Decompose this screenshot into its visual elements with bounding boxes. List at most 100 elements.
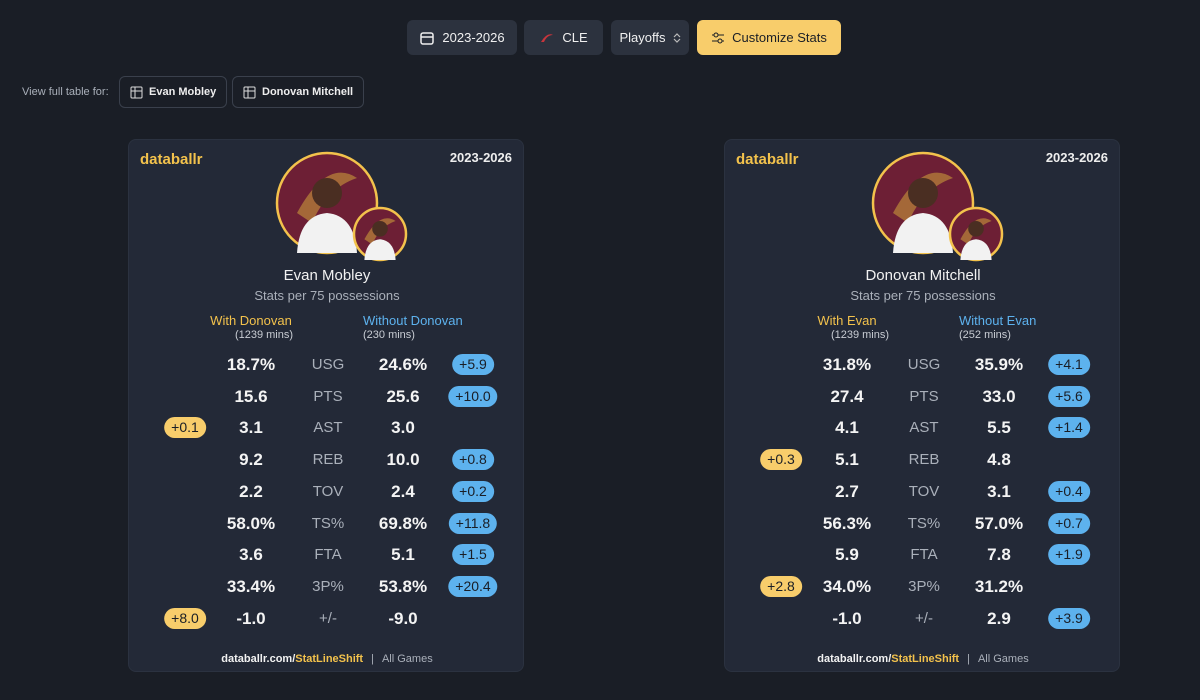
with-value: -1.0 — [236, 608, 266, 628]
without-value: 53.8% — [378, 576, 428, 596]
team-text: CLE — [562, 30, 588, 45]
with-mins: (1239 mins) — [234, 329, 294, 341]
without-value: 35.9% — [974, 355, 1024, 374]
stat-name: TS% — [311, 514, 345, 532]
without-value: 2.9 — [987, 608, 1011, 628]
sliders-icon — [712, 32, 725, 43]
with-mins: (1239 mins) — [830, 329, 890, 341]
team-button[interactable]: CLE — [524, 20, 603, 55]
without-value: 24.6% — [378, 355, 428, 374]
stat-name: AST — [909, 419, 939, 437]
table-icon — [243, 86, 256, 98]
stat-name: 3P% — [908, 577, 940, 595]
season: 2023-2026 — [1045, 150, 1108, 165]
with-value: 3.6 — [239, 545, 263, 565]
stat-name: +/- — [915, 609, 933, 627]
player-avatar — [871, 151, 975, 255]
season-button[interactable]: 2023-2026 — [407, 20, 517, 55]
diff-badge: +3.9 — [1048, 607, 1090, 629]
player-table-text: Evan Mobley — [149, 86, 217, 98]
diff-badge: +0.2 — [452, 480, 494, 502]
without-value: 69.8% — [378, 513, 428, 533]
footer-sep: | — [967, 653, 970, 665]
stat-name: FTA — [314, 546, 342, 564]
stat-name: USG — [311, 356, 345, 373]
brand: databallr — [140, 151, 203, 168]
without-value: 25.6 — [386, 386, 420, 406]
stat-name: FTA — [910, 546, 938, 564]
diff-badge: +1.4 — [1048, 417, 1090, 439]
player-card: databallr 2023-2026 Evan Mobley Stats per … — [128, 139, 524, 672]
without-value: 3.0 — [391, 418, 415, 438]
stat-name: PTS — [909, 387, 939, 405]
with-value: 2.7 — [835, 481, 859, 501]
stat-name: REB — [312, 451, 344, 469]
subtitle: Stats per 75 possessions — [254, 288, 400, 303]
without-value: 33.0 — [982, 386, 1016, 406]
without-value: 31.2% — [974, 576, 1024, 596]
diff-badge: +0.7 — [1048, 512, 1090, 534]
without-value: 4.8 — [987, 450, 1011, 470]
with-value: 5.1 — [835, 450, 859, 470]
player-table-button[interactable]: Evan Mobley — [119, 76, 228, 108]
with-value: 56.3% — [822, 513, 872, 533]
player-table-text: Donovan Mitchell — [262, 86, 354, 98]
without-label: Without Evan — [959, 313, 1037, 328]
stat-name: 3P% — [312, 577, 344, 595]
with-value: 31.8% — [822, 355, 872, 374]
diff-badge: +10.0 — [448, 385, 498, 407]
without-value: 10.0 — [386, 450, 420, 470]
footer-link: StatLineShift — [891, 653, 960, 665]
diff-badge: +0.1 — [164, 417, 206, 439]
select-icon — [673, 32, 680, 43]
without-mins: (230 mins) — [363, 329, 415, 341]
with-value: 9.2 — [239, 450, 263, 470]
stat-name: USG — [907, 356, 941, 373]
customize-button[interactable]: Customize Stats — [697, 20, 841, 55]
player-avatar — [948, 206, 1004, 262]
with-value: 5.9 — [835, 545, 859, 565]
calendar-icon — [420, 31, 435, 45]
diff-badge: +5.6 — [1048, 385, 1090, 407]
footer-link: StatLineShift — [295, 653, 364, 665]
diff-badge: +1.9 — [1048, 544, 1090, 566]
stat-name: TS% — [907, 514, 941, 532]
with-value: 15.6 — [234, 386, 268, 406]
without-value: 3.1 — [987, 481, 1011, 501]
customize-text: Customize Stats — [732, 30, 827, 45]
diff-badge: +20.4 — [448, 575, 498, 597]
without-mins: (252 mins) — [959, 329, 1011, 341]
player-name: Evan Mobley — [283, 267, 371, 284]
diff-badge: +2.8 — [760, 575, 802, 597]
stat-name: TOV — [312, 482, 344, 500]
with-value: 3.1 — [239, 418, 263, 438]
team-icon — [541, 33, 554, 42]
phase-text: Playoffs — [619, 30, 666, 45]
footer-scope: All Games — [381, 653, 433, 665]
footer-sep: | — [371, 653, 374, 665]
with-label: With Donovan — [210, 313, 292, 328]
player-avatar — [275, 151, 379, 255]
with-value: 58.0% — [226, 513, 276, 533]
without-value: 5.5 — [987, 418, 1011, 438]
diff-badge: +4.1 — [1048, 354, 1090, 375]
player-table-button[interactable]: Donovan Mitchell — [232, 76, 365, 108]
footer: databallr.com/StatLineShift | All Games — [725, 653, 1121, 665]
with-value: 27.4 — [830, 386, 864, 406]
brand: databallr — [736, 151, 799, 168]
stat-name: AST — [313, 419, 343, 437]
without-value: -9.0 — [388, 608, 418, 628]
diff-badge: +11.8 — [448, 512, 498, 534]
diff-badge: +0.8 — [452, 449, 494, 471]
diff-badge: +1.5 — [452, 544, 494, 566]
subtitle: Stats per 75 possessions — [850, 288, 996, 303]
diff-badge: +8.0 — [164, 607, 206, 629]
footer: databallr.com/StatLineShift | All Games — [129, 653, 525, 665]
with-value: 4.1 — [835, 418, 859, 438]
with-value: 34.0% — [822, 576, 872, 596]
without-value: 2.4 — [391, 481, 415, 501]
with-value: 18.7% — [226, 355, 276, 374]
phase-select[interactable]: Playoffs — [611, 20, 689, 55]
player-name: Donovan Mitchell — [865, 267, 981, 284]
